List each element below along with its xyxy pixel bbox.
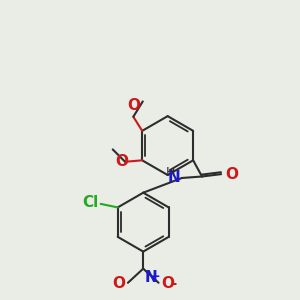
Text: O: O xyxy=(115,154,128,169)
Text: O: O xyxy=(127,98,140,113)
Text: N: N xyxy=(145,270,158,285)
Text: Cl: Cl xyxy=(82,195,98,210)
Text: O: O xyxy=(225,167,238,182)
Text: O: O xyxy=(112,276,125,291)
Text: -: - xyxy=(170,276,176,291)
Text: N: N xyxy=(168,170,181,185)
Text: +: + xyxy=(150,270,160,283)
Text: H: H xyxy=(166,166,176,179)
Text: O: O xyxy=(161,276,175,291)
